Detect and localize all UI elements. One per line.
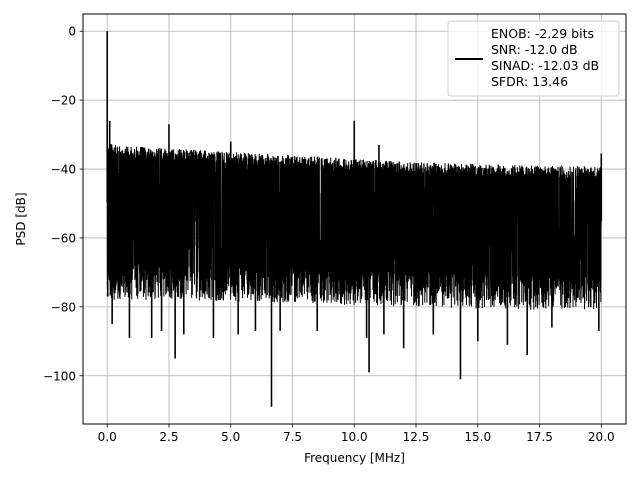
legend-entry: SNR: -12.0 dB xyxy=(491,42,578,57)
legend-box xyxy=(447,20,620,97)
y-axis-ticks: 0 −20 −40 −60 −80 −100 xyxy=(43,25,83,383)
x-tick-label: 10.0 xyxy=(341,430,368,444)
y-tick-label: 0 xyxy=(68,25,76,39)
y-tick-label: −80 xyxy=(51,300,76,314)
legend: ENOB: -2.29 bits SNR: -12.0 dB SINAD: -1… xyxy=(447,20,620,97)
y-tick-label: −20 xyxy=(51,94,76,108)
x-tick-label: 12.5 xyxy=(403,430,430,444)
x-tick-label: 15.0 xyxy=(464,430,491,444)
legend-entry: SFDR: 13.46 xyxy=(491,74,568,89)
legend-entry: SINAD: -12.03 dB xyxy=(491,58,599,73)
x-axis-label: Frequency [MHz] xyxy=(304,451,405,465)
y-tick-label: −60 xyxy=(51,231,76,245)
x-tick-label: 17.5 xyxy=(526,430,553,444)
x-tick-label: 5.0 xyxy=(221,430,240,444)
x-tick-label: 2.5 xyxy=(159,430,178,444)
y-axis-label: PSD [dB] xyxy=(14,192,28,245)
y-tick-label: −40 xyxy=(51,163,76,177)
x-axis-ticks: 0.0 2.5 5.0 7.5 10.0 12.5 15.0 17.5 20.0 xyxy=(98,424,615,444)
x-tick-label: 20.0 xyxy=(588,430,615,444)
x-tick-label: 7.5 xyxy=(283,430,302,444)
y-tick-label: −100 xyxy=(43,369,76,383)
legend-entry: ENOB: -2.29 bits xyxy=(491,26,594,41)
x-tick-label: 0.0 xyxy=(98,430,117,444)
psd-trace xyxy=(106,31,603,407)
